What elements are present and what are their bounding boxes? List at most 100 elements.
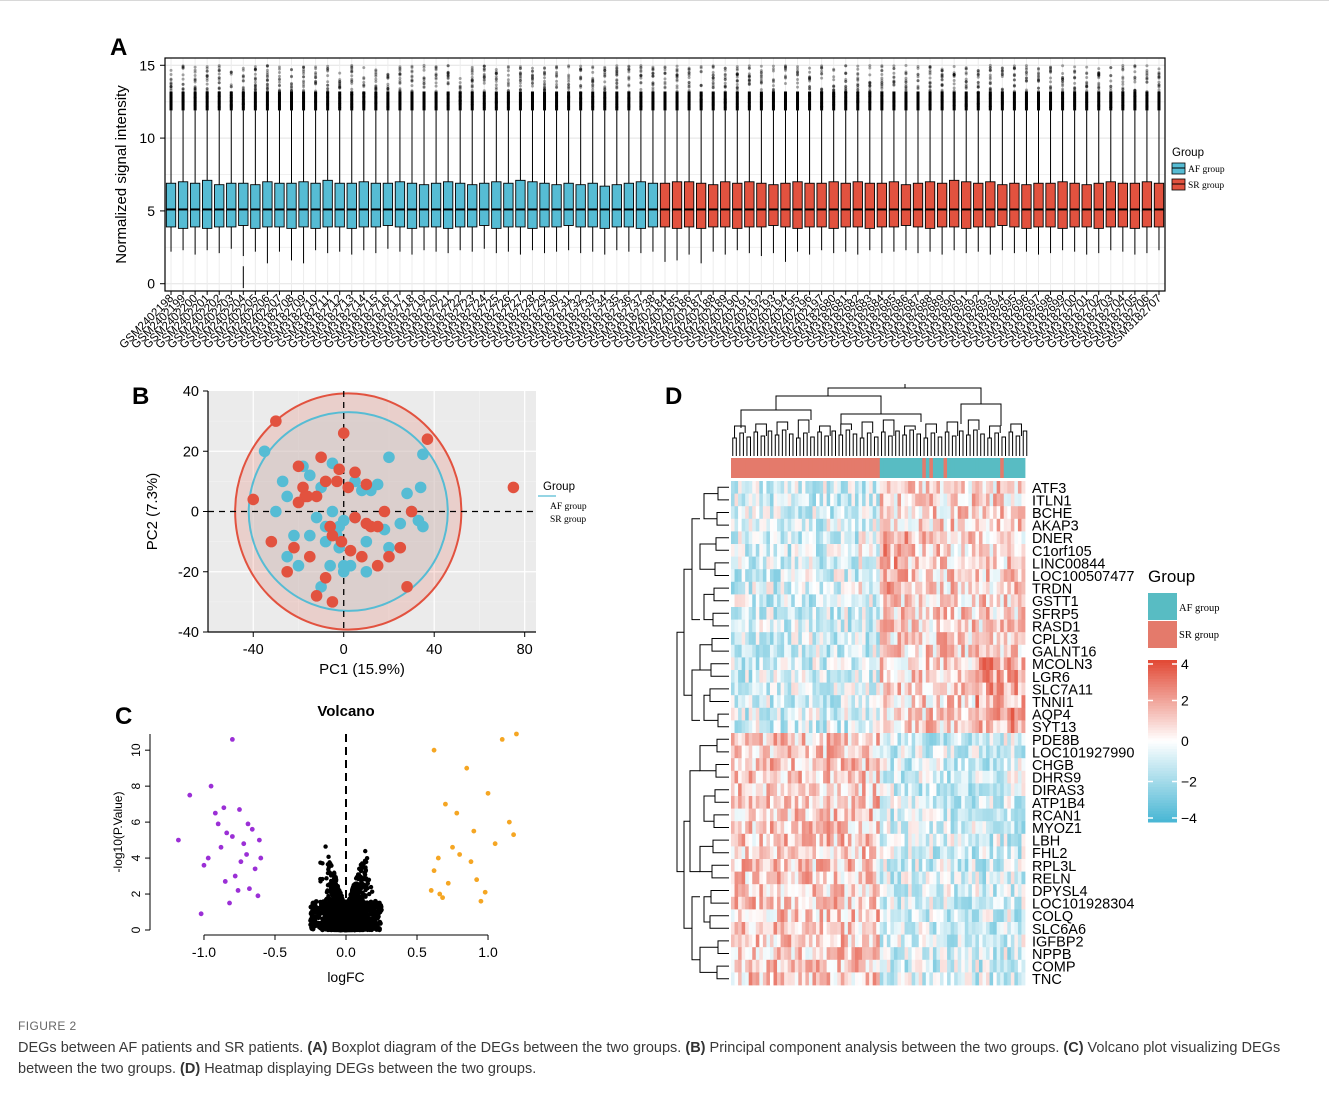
outlier-point xyxy=(169,81,173,85)
outlier-point xyxy=(868,87,872,91)
outlier-dense-band xyxy=(603,91,607,111)
outlier-point xyxy=(386,73,390,77)
outlier-point xyxy=(1157,67,1161,71)
box xyxy=(900,184,912,226)
box xyxy=(768,184,779,226)
outlier-point xyxy=(567,75,571,79)
outlier-point xyxy=(651,81,655,85)
outlier-point xyxy=(1036,78,1040,82)
outlier-point xyxy=(1073,86,1077,90)
box xyxy=(1057,181,1068,229)
outlier-dense-band xyxy=(964,91,968,111)
outlier-column xyxy=(651,65,655,111)
ns-point xyxy=(355,886,361,892)
outlier-point xyxy=(398,66,402,70)
outlier-dense-band xyxy=(446,91,450,111)
outlier-point xyxy=(880,78,884,82)
af-point xyxy=(270,505,282,518)
outlier-dense-band xyxy=(820,91,824,111)
outlier-point xyxy=(290,85,294,89)
box xyxy=(1069,182,1080,228)
y-tick-label: 15 xyxy=(139,57,155,73)
ns-point xyxy=(359,879,364,884)
outlier-point xyxy=(314,82,318,86)
outlier-point xyxy=(290,84,294,88)
outlier-point xyxy=(386,89,390,93)
outlier-point xyxy=(603,68,607,72)
outlier-dense-band xyxy=(1024,91,1028,111)
outlier-point xyxy=(277,70,281,74)
af-point xyxy=(417,520,429,533)
box xyxy=(587,182,598,228)
outlier-dense-band xyxy=(675,91,679,111)
outlier-column xyxy=(265,64,269,111)
outlier-point xyxy=(193,86,197,90)
outlier-point xyxy=(265,74,269,78)
outlier-point xyxy=(374,86,378,90)
x-axis-label: PC1 (15.9%) xyxy=(319,661,405,678)
outlier-point xyxy=(181,64,185,68)
outlier-point xyxy=(253,83,257,87)
ns-point xyxy=(323,844,328,849)
outlier-point xyxy=(1133,70,1137,74)
ns-point xyxy=(360,884,365,889)
outlier-point xyxy=(314,67,318,71)
outlier-point xyxy=(506,84,510,88)
outlier-dense-band xyxy=(699,91,703,111)
box xyxy=(816,182,827,228)
outlier-point xyxy=(193,73,197,77)
outlier-dense-band xyxy=(1085,91,1089,111)
outlier-point xyxy=(265,78,269,82)
outlier-column xyxy=(1085,65,1089,111)
outlier-point xyxy=(579,67,583,71)
sr-point xyxy=(331,475,343,488)
outlier-point xyxy=(723,81,727,85)
outlier-dense-band xyxy=(735,91,739,111)
outlier-point xyxy=(675,64,679,68)
outlier-dense-band xyxy=(518,91,522,111)
outlier-point xyxy=(398,73,402,77)
outlier-point xyxy=(241,74,245,78)
outlier-point xyxy=(615,86,619,90)
outlier-point xyxy=(675,68,679,72)
outlier-point xyxy=(434,81,438,85)
outlier-point xyxy=(422,63,426,67)
outlier-point xyxy=(892,80,896,84)
outlier-point xyxy=(868,80,872,84)
outlier-point xyxy=(1109,74,1113,78)
outlier-point xyxy=(265,87,269,91)
outlier-point xyxy=(217,81,221,85)
outlier-point xyxy=(639,87,643,91)
outlier-point xyxy=(253,68,257,72)
box xyxy=(659,182,671,228)
sr-point xyxy=(342,481,355,494)
outlier-point xyxy=(290,89,294,93)
outlier-point xyxy=(398,81,402,85)
outlier-point xyxy=(1121,86,1125,90)
outlier-dense-band xyxy=(976,91,980,111)
outlier-point xyxy=(398,79,402,83)
outlier-column xyxy=(675,64,679,111)
sr-point xyxy=(333,463,346,476)
outlier-point xyxy=(362,85,366,89)
outlier-point xyxy=(205,65,209,69)
outlier-point xyxy=(543,86,547,90)
outlier-point xyxy=(338,83,342,87)
outlier-point xyxy=(976,69,980,73)
ns-point xyxy=(328,882,333,888)
outlier-point xyxy=(1097,67,1101,71)
outlier-point xyxy=(615,73,619,77)
outlier-point xyxy=(1157,71,1161,75)
sr-point xyxy=(507,481,520,494)
outlier-column xyxy=(386,72,390,111)
outlier-point xyxy=(458,85,462,89)
outlier-point xyxy=(687,68,691,72)
outlier-point xyxy=(530,66,534,70)
af-point xyxy=(303,469,316,482)
outlier-point xyxy=(964,86,968,90)
sr-point xyxy=(421,433,434,446)
outlier-point xyxy=(374,86,378,90)
outlier-point xyxy=(422,85,426,89)
outlier-point xyxy=(494,75,498,79)
box xyxy=(214,184,225,228)
